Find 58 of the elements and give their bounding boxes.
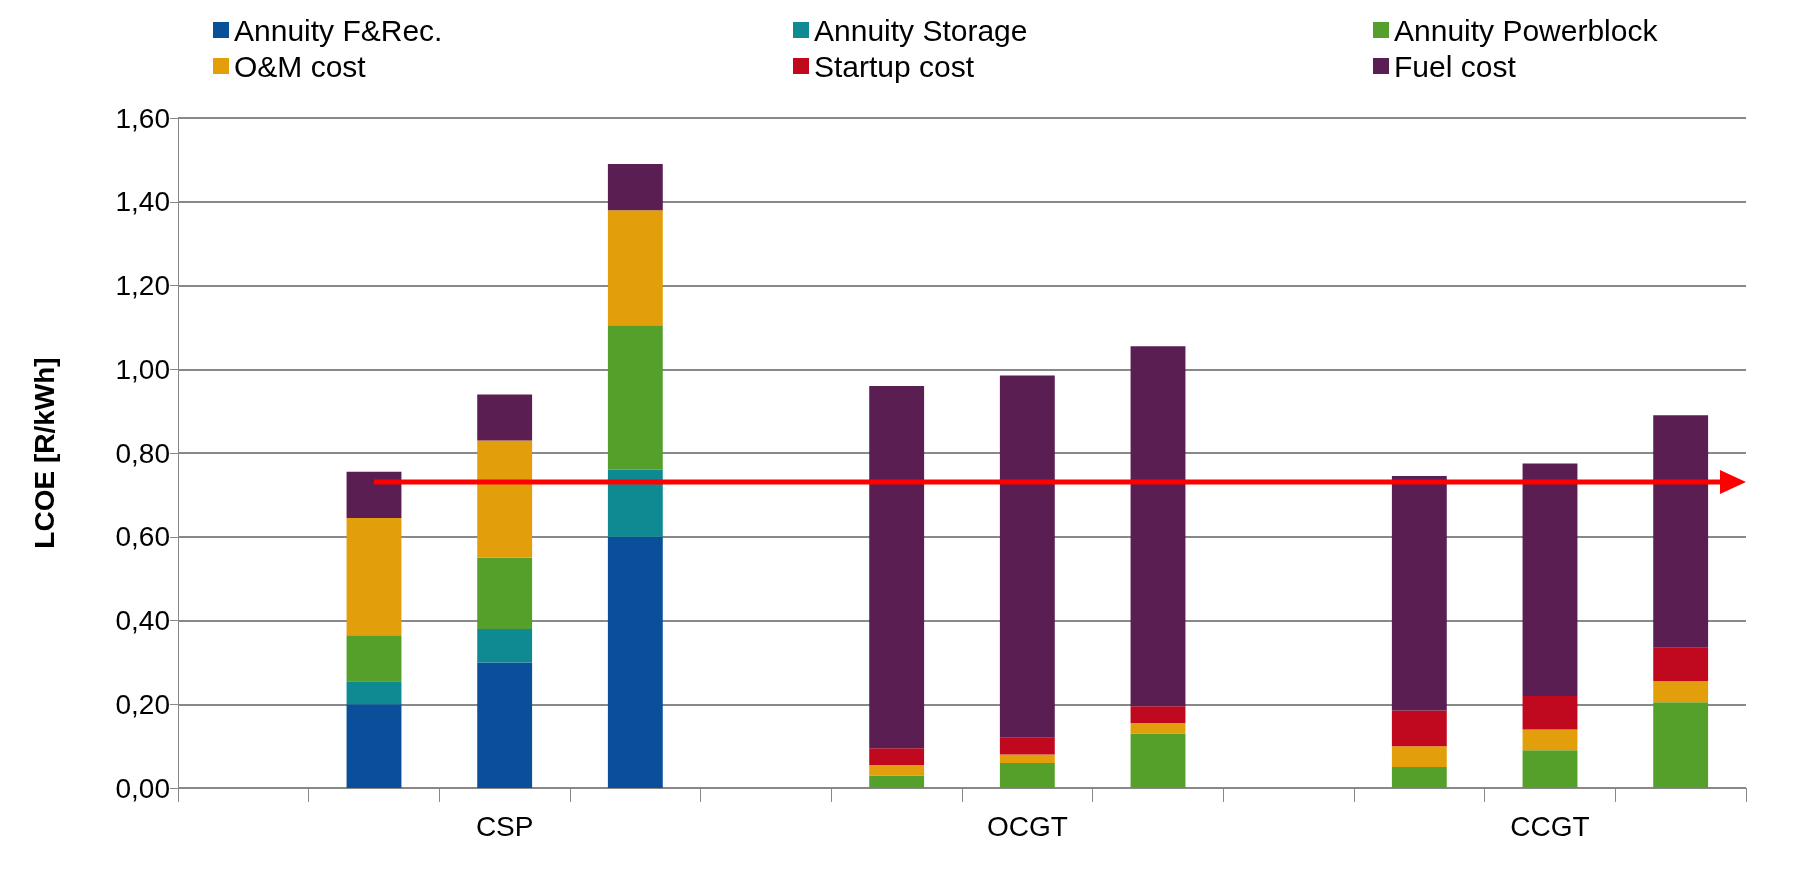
y-tick-label: 1,40	[115, 186, 170, 218]
x-tick-label: CCGT	[1510, 810, 1590, 842]
bar	[869, 748, 925, 765]
y-tick-label: 1,00	[115, 353, 170, 385]
legend-label: Annuity Powerblock	[1394, 13, 1659, 47]
bar	[1653, 681, 1709, 703]
x-tick-label: OCGT	[986, 810, 1068, 842]
bar	[477, 628, 533, 663]
bar	[477, 557, 533, 629]
bar	[346, 635, 402, 682]
bar	[999, 375, 1055, 738]
bar	[1522, 463, 1578, 696]
bar	[1130, 346, 1186, 707]
y-tick-label: 1,60	[115, 102, 170, 134]
bar	[999, 754, 1055, 763]
bar	[1391, 767, 1447, 788]
bar	[346, 681, 402, 705]
bar	[999, 762, 1055, 788]
bar	[607, 325, 663, 470]
y-tick-label: 0,00	[115, 772, 170, 804]
legend-label: O&M cost	[234, 49, 367, 83]
bar	[346, 704, 402, 788]
bar	[1522, 729, 1578, 751]
bar	[1130, 733, 1186, 788]
bar	[869, 386, 925, 749]
bar	[607, 536, 663, 788]
bar	[1522, 695, 1578, 730]
bar	[607, 469, 663, 537]
y-tick-label: 1,20	[115, 270, 170, 301]
bar	[607, 164, 663, 211]
bar	[1653, 702, 1709, 788]
bar	[477, 440, 533, 558]
y-tick-label: 0,40	[115, 605, 170, 636]
bar	[346, 471, 402, 518]
y-tick-label: 0,20	[115, 688, 170, 720]
bar	[1653, 415, 1709, 648]
y-axis-title: LCOE [R/kWh]	[28, 357, 60, 549]
legend-label: Annuity F&Rec.	[234, 13, 443, 47]
bar	[1130, 706, 1186, 724]
bar	[346, 517, 402, 636]
legend-label: Annuity Storage	[814, 13, 1028, 47]
bar	[1130, 723, 1186, 734]
legend-label: Fuel cost	[1394, 49, 1517, 83]
bar	[1391, 476, 1447, 711]
bar	[869, 764, 925, 776]
y-tick-label: 0,60	[115, 521, 170, 553]
bar	[1391, 746, 1447, 768]
bar	[607, 210, 663, 326]
y-tick-label: 0,80	[115, 437, 170, 469]
bar	[869, 775, 925, 788]
bar	[1653, 647, 1709, 682]
bar	[1522, 750, 1578, 788]
legend-label: Startup cost	[814, 49, 975, 83]
bar	[1391, 710, 1447, 747]
bar	[999, 737, 1055, 755]
x-tick-label: CSP	[475, 810, 534, 842]
bar	[477, 394, 533, 441]
bar	[477, 662, 533, 788]
